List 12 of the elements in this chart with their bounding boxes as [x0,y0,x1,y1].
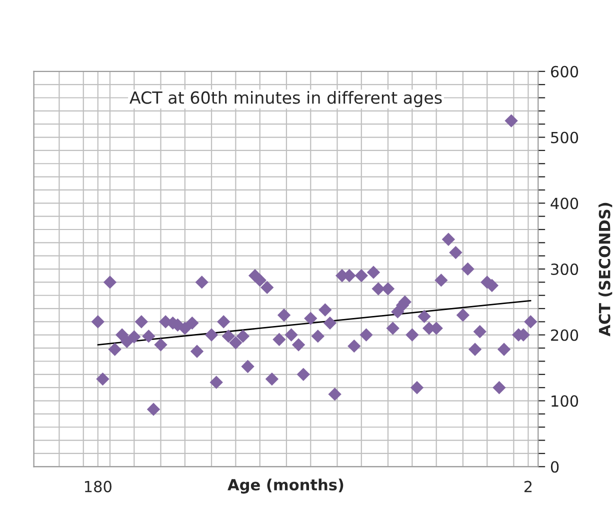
y-tick-label: 100 [552,395,578,407]
y-tick-label: 500 [551,132,578,144]
y-tick-label: 200 [551,329,578,341]
x-axis-title: Age (months) [228,478,344,494]
y-tick-label: 0 [550,461,559,473]
y-axis-title: ACT (SECONDS) [598,202,612,336]
x-tick-label: 180 [84,480,112,492]
y-tick-label: 400 [550,198,578,210]
text: ACT at 60th minutes in different ages [130,91,442,108]
x-tick-label: 2 [524,480,532,492]
y-tick-label: 300 [551,263,578,276]
y-tick-label: 600 [551,66,578,78]
